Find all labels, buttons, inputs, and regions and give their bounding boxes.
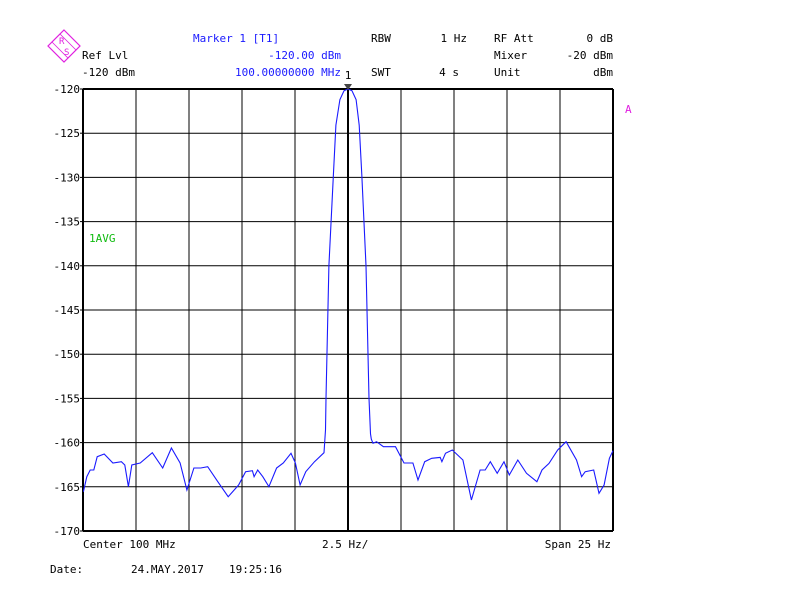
marker-title: Marker 1 [T1] (193, 32, 279, 45)
mixer-label: Mixer (494, 49, 527, 62)
y-tick-label: -160 (54, 437, 81, 450)
rf-att-label: RF Att (494, 32, 534, 45)
unit-label: Unit (494, 66, 521, 79)
svg-text:S: S (64, 48, 69, 58)
y-tick-label: -170 (54, 525, 81, 538)
trace-mode-label: 1AVG (89, 232, 116, 245)
date-label: Date: (50, 563, 83, 576)
y-tick-label: -155 (54, 392, 81, 405)
rf-att-value: 0 dB (587, 32, 614, 45)
y-axis-ticks: -120 -125 -130 -135 -140 -145 -150 -155 -160 -165… (54, 83, 83, 538)
y-tick-label: -130 (54, 171, 81, 184)
marker-triangle-icon (344, 84, 352, 90)
marker-frequency: 100.00000000 MHz (235, 66, 341, 79)
marker-level: -120.00 dBm (268, 49, 341, 62)
screen-label: A (625, 103, 632, 116)
frequency-per-division: 2.5 Hz/ (322, 538, 368, 551)
y-tick-label: -165 (54, 481, 81, 494)
y-tick-label: -120 (54, 83, 81, 96)
span: Span 25 Hz (545, 538, 611, 551)
swt-label: SWT (371, 66, 391, 79)
unit-value: dBm (593, 66, 613, 79)
date-value: 24.MAY.2017 (131, 563, 204, 576)
ref-level-value: -120 dBm (82, 66, 135, 79)
rbw-value: 1 Hz (441, 32, 468, 45)
time-value: 19:25:16 (229, 563, 282, 576)
swt-value: 4 s (439, 66, 459, 79)
rs-logo-icon: R S (47, 29, 81, 63)
mixer-value: -20 dBm (567, 49, 614, 62)
svg-text:R: R (59, 37, 65, 47)
center-frequency: Center 100 MHz (83, 538, 176, 551)
marker-label: 1 (345, 69, 352, 82)
y-tick-label: -150 (54, 348, 81, 361)
marker-group: 1 (344, 69, 352, 90)
y-tick-label: -135 (54, 216, 81, 229)
rbw-label: RBW (371, 32, 391, 45)
y-tick-label: -145 (54, 304, 81, 317)
ref-level-label: Ref Lvl (82, 49, 128, 62)
grid (82, 88, 614, 532)
y-tick-label: -125 (54, 127, 81, 140)
y-tick-label: -140 (54, 260, 81, 273)
